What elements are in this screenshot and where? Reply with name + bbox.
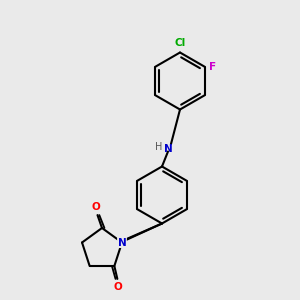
Text: F: F bbox=[209, 62, 216, 72]
Text: N: N bbox=[118, 238, 126, 248]
Text: O: O bbox=[92, 202, 100, 212]
Text: N: N bbox=[164, 143, 172, 154]
Text: O: O bbox=[114, 283, 122, 292]
Text: Cl: Cl bbox=[174, 38, 186, 48]
Text: H: H bbox=[154, 142, 162, 152]
